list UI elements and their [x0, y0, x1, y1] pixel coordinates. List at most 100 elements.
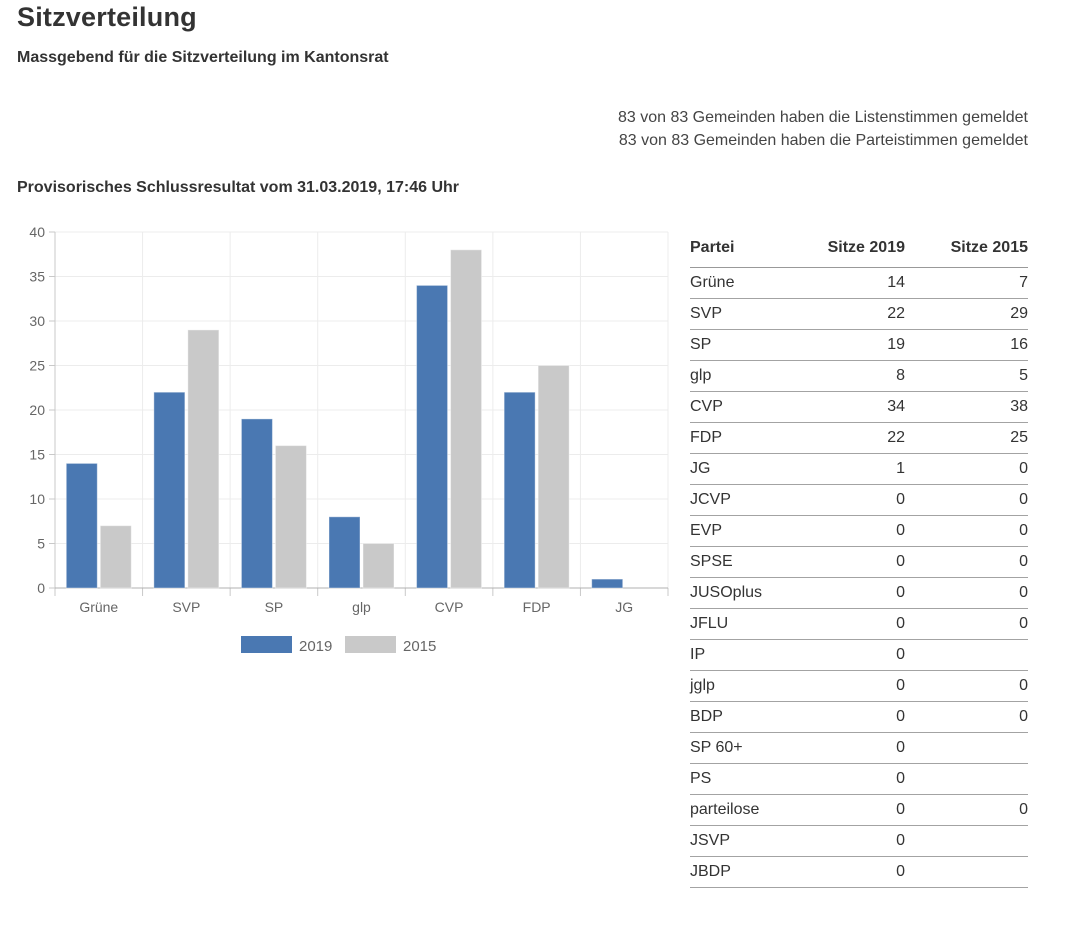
party-cell: BDP [690, 701, 810, 733]
table-row: JG 1 0 [690, 453, 1028, 485]
seats-2015-cell: 0 [905, 608, 1028, 640]
seats-2019-cell: 34 [810, 391, 905, 423]
seats-2015-cell: 25 [905, 422, 1028, 454]
result-status-line: Provisorisches Schlussresultat vom 31.03… [17, 179, 460, 196]
y-axis-label: 40 [29, 224, 45, 240]
party-cell: JCVP [690, 484, 810, 516]
party-cell: PS [690, 763, 810, 795]
bar-2019-Grüne [65, 462, 98, 589]
table-row: parteilose 0 0 [690, 794, 1028, 826]
y-axis-label: 15 [29, 447, 45, 463]
seats-2015-cell: 0 [905, 577, 1028, 609]
seats-2019-cell: 22 [810, 422, 905, 454]
page-title: Sitzverteilung [17, 2, 197, 32]
bar-2019-SVP [153, 391, 186, 589]
x-axis-label: JG [615, 599, 633, 615]
seats-2019-cell: 22 [810, 298, 905, 330]
bar-2015-SVP [187, 329, 220, 589]
header-row: Partei Sitze 2019 Sitze 2015 [690, 230, 1028, 268]
seats-2015-cell: 0 [905, 701, 1028, 733]
seats-2015-cell [905, 732, 1028, 764]
chart-axis-labels: 0 5 10 15 20 25 30 35 40 Grüne SVP SP glp CVP FDP JG [29, 224, 633, 615]
table-row: jglp 0 0 [690, 670, 1028, 702]
party-cell: IP [690, 639, 810, 671]
party-cell: SP 60+ [690, 732, 810, 764]
chart-grid [55, 231, 669, 588]
seats-2019-cell: 0 [810, 546, 905, 578]
y-axis-label: 25 [29, 358, 45, 374]
party-cell: JSVP [690, 825, 810, 857]
party-cell: jglp [690, 670, 810, 702]
seats-2019-cell: 0 [810, 639, 905, 671]
legend-label-2019: 2019 [299, 638, 332, 655]
legend-swatch-2015 [345, 636, 396, 653]
seats-chart: 0 5 10 15 20 25 30 35 40 Grüne SVP SP glp CVP FDP JG 201… [17, 222, 672, 662]
seats-2019-cell: 19 [810, 329, 905, 361]
seats-2015-cell: 16 [905, 329, 1028, 361]
seats-2015-cell: 0 [905, 546, 1028, 578]
seats-table: Partei Sitze 2019 Sitze 2015 Grüne 14 7 SVP… [690, 230, 1028, 888]
seats-2015-cell: 7 [905, 267, 1028, 299]
bar-2019-SP [240, 418, 273, 589]
x-axis-label: SP [265, 599, 284, 615]
seats-2015-cell [905, 763, 1028, 795]
table-row: FDP 22 25 [690, 422, 1028, 454]
seats-2015-cell: 0 [905, 670, 1028, 702]
table-row: SP 60+ 0 [690, 732, 1028, 764]
bar-2019-JG [591, 578, 624, 589]
listenstimmen-report-line: 83 von 83 Gemeinden haben die Listenstim… [617, 109, 1028, 126]
y-axis-label: 10 [29, 491, 45, 507]
seats-2015-cell: 0 [905, 794, 1028, 826]
table-row: EVP 0 0 [690, 515, 1028, 547]
table-row: glp 8 5 [690, 360, 1028, 392]
party-cell: JFLU [690, 608, 810, 640]
col-header-sitze-2019: Sitze 2019 [810, 230, 905, 268]
x-axis-label: CVP [435, 599, 464, 615]
col-header-sitze-2015: Sitze 2015 [905, 230, 1028, 268]
party-cell: EVP [690, 515, 810, 547]
seats-2019-cell: 0 [810, 763, 905, 795]
bar-2015-glp [362, 543, 395, 589]
party-cell: CVP [690, 391, 810, 423]
seats-2015-cell: 0 [905, 484, 1028, 516]
table-row: JUSOplus 0 0 [690, 577, 1028, 609]
party-cell: FDP [690, 422, 810, 454]
party-cell: glp [690, 360, 810, 392]
chart-legend: 2019 2015 [241, 636, 436, 655]
party-cell: parteilose [690, 794, 810, 826]
x-axis-label: SVP [172, 599, 200, 615]
seats-2015-cell: 5 [905, 360, 1028, 392]
seats-2019-cell: 0 [810, 484, 905, 516]
legend-label-2015: 2015 [403, 638, 436, 655]
table-row: BDP 0 0 [690, 701, 1028, 733]
chart-bars [65, 249, 624, 589]
seats-2015-cell [905, 856, 1028, 888]
seats-2019-cell: 8 [810, 360, 905, 392]
x-axis-label: Grüne [79, 599, 118, 615]
table-row: PS 0 [690, 763, 1028, 795]
table-row: Grüne 14 7 [690, 267, 1028, 299]
party-cell: JUSOplus [690, 577, 810, 609]
seats-2019-cell: 0 [810, 856, 905, 888]
bar-2015-FDP [537, 365, 570, 589]
party-cell: Grüne [690, 267, 810, 299]
seats-2015-cell: 0 [905, 515, 1028, 547]
party-cell: JG [690, 453, 810, 485]
seats-2019-cell: 1 [810, 453, 905, 485]
seats-2015-cell [905, 639, 1028, 671]
party-cell: SP [690, 329, 810, 361]
x-axis-label: FDP [523, 599, 551, 615]
x-axis-label: glp [352, 599, 371, 615]
table-row: JBDP 0 [690, 856, 1028, 888]
seats-2015-cell: 38 [905, 391, 1028, 423]
table-row: JFLU 0 0 [690, 608, 1028, 640]
col-header-partei: Partei [690, 230, 810, 268]
bar-2015-SP [274, 445, 307, 589]
seats-2015-cell [905, 825, 1028, 857]
y-axis-label: 20 [29, 402, 45, 418]
seats-bar-chart-svg: 0 5 10 15 20 25 30 35 40 Grüne SVP SP glp CVP FDP JG 201… [29, 224, 669, 655]
party-cell: SPSE [690, 546, 810, 578]
seats-2019-cell: 14 [810, 267, 905, 299]
seats-2019-cell: 0 [810, 577, 905, 609]
